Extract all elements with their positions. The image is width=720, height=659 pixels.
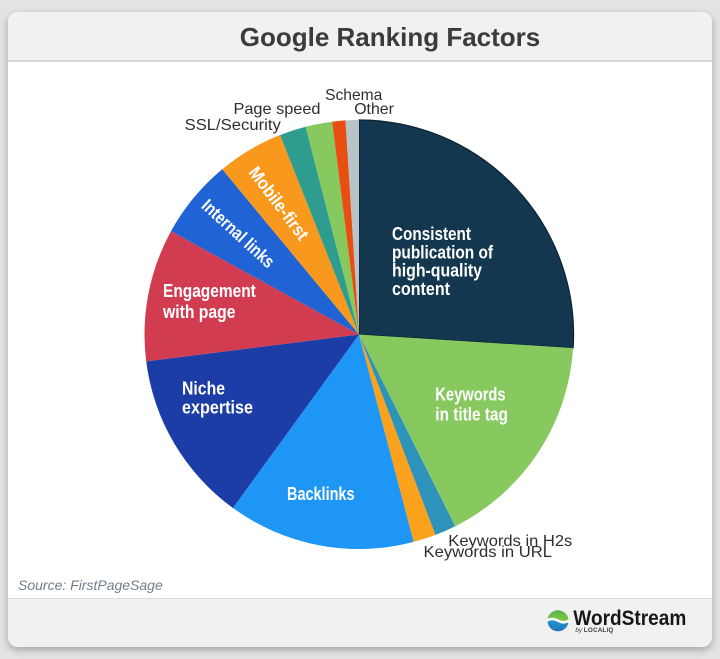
svg-text:Keywords in URL: Keywords in URL [424,544,553,561]
svg-text:in title tag: in title tag [435,405,508,425]
svg-text:content: content [392,279,450,299]
svg-text:publication of: publication of [392,242,494,262]
svg-text:SSL/Security: SSL/Security [185,117,281,134]
svg-text:expertise: expertise [182,398,253,418]
svg-text:by LOCALiQ: by LOCALiQ [575,627,613,634]
svg-text:Niche: Niche [182,379,225,399]
svg-text:Keywords: Keywords [435,385,505,405]
svg-text:Backlinks: Backlinks [287,484,355,504]
svg-text:WordStream: WordStream [573,607,686,630]
svg-text:Keywords in H2s: Keywords in H2s [448,533,572,550]
svg-text:Consistent: Consistent [392,224,471,244]
svg-text:with page: with page [162,302,235,322]
svg-text:high-quality: high-quality [392,261,482,281]
svg-text:Page speed: Page speed [234,101,321,118]
svg-text:Schema: Schema [325,87,382,104]
svg-text:Other: Other [354,101,394,118]
svg-text:Engagement: Engagement [163,281,256,301]
